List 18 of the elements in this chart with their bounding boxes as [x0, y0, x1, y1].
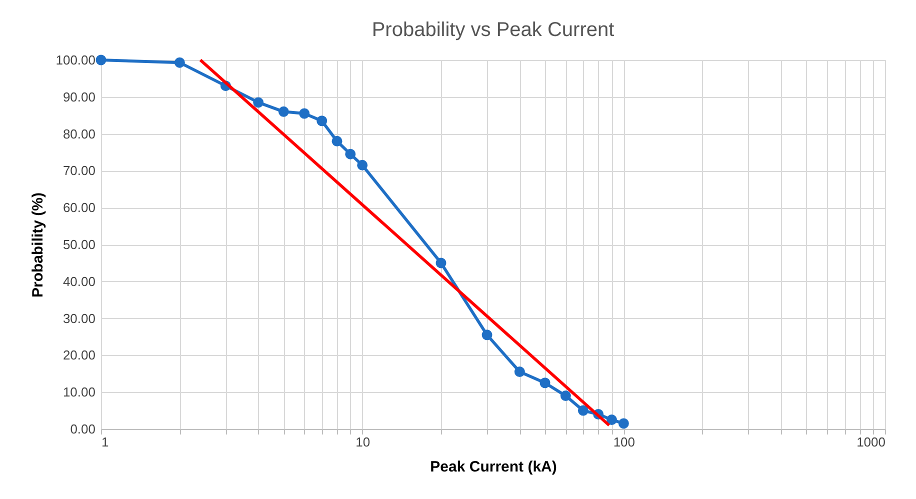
- y-tick-label: 10.00: [62, 384, 96, 400]
- chart-title: Probability vs Peak Current: [372, 19, 615, 41]
- x-axis-title: Peak Current (kA): [430, 458, 557, 476]
- y-tick-label: 50.00: [62, 237, 96, 252]
- y-tick-label: 80.00: [62, 126, 96, 142]
- y-tick-label: 70.00: [62, 163, 96, 178]
- x-tick-label: 1000: [856, 434, 886, 450]
- y-tick-label: 100.00: [56, 52, 96, 68]
- y-tick-label: 20.00: [62, 348, 96, 363]
- y-tick-label: 0.00: [70, 422, 96, 436]
- y-tick-label: 90.00: [62, 89, 96, 104]
- x-tick-label: 1: [102, 434, 109, 450]
- y-tick-label: 40.00: [62, 274, 96, 289]
- y-tick-label: 60.00: [62, 200, 96, 216]
- y-tick-label: 30.00: [62, 310, 96, 326]
- x-tick-label: 10: [356, 434, 370, 450]
- x-tick-label: 100: [613, 434, 636, 450]
- y-axis-title: Probability (%): [30, 192, 47, 298]
